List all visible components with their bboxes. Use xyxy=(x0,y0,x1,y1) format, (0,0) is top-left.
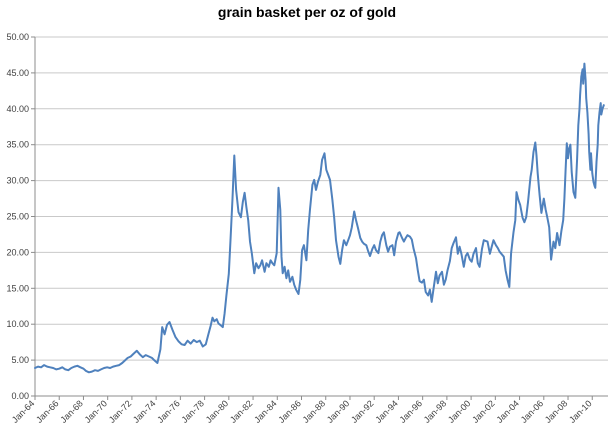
y-axis-label: 15.00 xyxy=(6,283,29,293)
x-axis-label: Jan-92 xyxy=(349,398,376,425)
y-axis-label: 40.00 xyxy=(6,104,29,114)
x-axis-label: Jan-82 xyxy=(228,398,255,425)
x-axis-label: Jan-04 xyxy=(494,398,521,425)
x-axis-label: Jan-72 xyxy=(107,398,134,425)
x-axis-label: Jan-94 xyxy=(373,398,400,425)
y-axis-label: 0.00 xyxy=(11,391,29,401)
y-axis-label: 30.00 xyxy=(6,176,29,186)
line-series xyxy=(34,62,605,374)
x-axis-label: Jan-90 xyxy=(325,398,352,425)
y-axis-label: 5.00 xyxy=(11,355,29,365)
y-axis-label: 35.00 xyxy=(6,140,29,150)
y-axis-label: 45.00 xyxy=(6,68,29,78)
y-axis-label: 25.00 xyxy=(6,212,29,222)
x-axis-label: Jan-00 xyxy=(446,398,473,425)
x-axis-label: Jan-78 xyxy=(179,398,206,425)
x-axis-label: Jan-66 xyxy=(34,398,61,425)
x-axis-label: Jan-86 xyxy=(276,398,303,425)
y-axis-label: 10.00 xyxy=(6,319,29,329)
x-axis-label: Jan-06 xyxy=(519,398,546,425)
x-axis-label: Jan-76 xyxy=(155,398,182,425)
x-axis-label: Jan-02 xyxy=(470,398,497,425)
x-axis-label: Jan-84 xyxy=(252,398,279,425)
y-axis-label: 20.00 xyxy=(6,247,29,257)
x-axis-label: Jan-70 xyxy=(83,398,110,425)
x-axis-label: Jan-88 xyxy=(301,398,328,425)
x-axis-label: Jan-98 xyxy=(422,398,449,425)
x-axis-label: Jan-64 xyxy=(10,398,37,425)
y-axis-label: 50.00 xyxy=(6,32,29,42)
x-axis-label: Jan-80 xyxy=(204,398,231,425)
chart-title: grain basket per oz of gold xyxy=(217,4,397,20)
x-axis-label: Jan-96 xyxy=(398,398,425,425)
x-axis-label: Jan-08 xyxy=(543,398,570,425)
x-axis-label: Jan-68 xyxy=(58,398,85,425)
x-axis-label: Jan-10 xyxy=(567,398,594,425)
x-axis-label: Jan-74 xyxy=(131,398,158,425)
